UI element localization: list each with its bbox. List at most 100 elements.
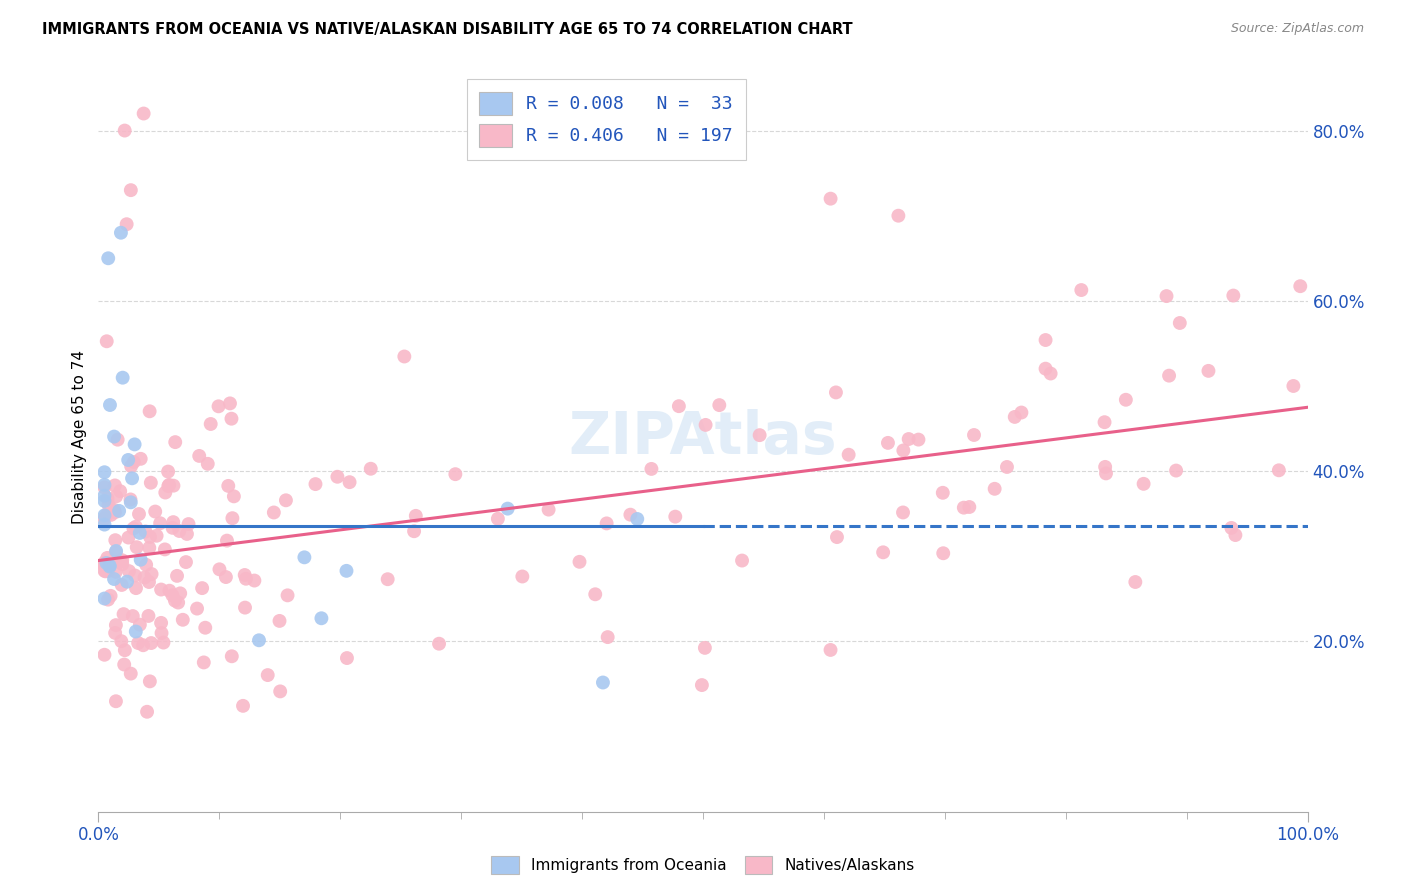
Text: ZIPAtlas: ZIPAtlas <box>568 409 838 466</box>
Point <box>995 460 1018 475</box>
Point <box>96 508 118 522</box>
Point <box>100 589 122 603</box>
Point <box>709 398 731 412</box>
Text: IMMIGRANTS FROM OCEANIA VS NATIVE/ALASKAN DISABILITY AGE 65 TO 74 CORRELATION CH: IMMIGRANTS FROM OCEANIA VS NATIVE/ALASKA… <box>42 22 853 37</box>
Point <box>953 500 976 515</box>
Point <box>188 449 211 463</box>
Point <box>963 428 986 442</box>
Point <box>1289 279 1312 293</box>
Point <box>512 569 534 583</box>
Point <box>335 564 357 578</box>
Point <box>138 404 160 418</box>
Point <box>104 533 127 548</box>
Point <box>336 651 359 665</box>
Point <box>96 556 118 570</box>
Point <box>141 636 163 650</box>
Point <box>311 611 333 625</box>
Point <box>731 553 754 567</box>
Point <box>152 635 174 649</box>
Point <box>93 465 115 479</box>
Point <box>150 626 173 640</box>
Point <box>215 570 238 584</box>
Point <box>138 574 160 589</box>
Point <box>139 674 162 689</box>
Point <box>104 545 127 559</box>
Point <box>141 567 163 582</box>
Point <box>153 542 176 557</box>
Point <box>120 666 142 681</box>
Point <box>125 581 148 595</box>
Point <box>150 582 173 597</box>
Point <box>125 540 148 554</box>
Point <box>103 572 125 586</box>
Point <box>127 636 149 650</box>
Point <box>104 565 127 579</box>
Point <box>162 478 184 492</box>
Point <box>177 517 200 532</box>
Point <box>1220 521 1243 535</box>
Point <box>139 530 162 544</box>
Point <box>176 527 198 541</box>
Point <box>98 559 121 574</box>
Point <box>897 432 920 446</box>
Point <box>105 489 128 503</box>
Point <box>1132 476 1154 491</box>
Point <box>93 556 115 570</box>
Point <box>128 525 150 540</box>
Point <box>820 643 842 657</box>
Point <box>1095 467 1118 481</box>
Point <box>117 453 139 467</box>
Point <box>893 443 915 458</box>
Point <box>568 555 591 569</box>
Point <box>191 581 214 595</box>
Point <box>105 544 128 558</box>
Point <box>143 504 166 518</box>
Point <box>108 504 131 518</box>
Point <box>872 545 894 559</box>
Point <box>124 437 146 451</box>
Point <box>104 478 127 492</box>
Point <box>222 489 245 503</box>
Point <box>232 698 254 713</box>
Point <box>664 509 686 524</box>
Point <box>112 607 135 621</box>
Point <box>104 626 127 640</box>
Point <box>1268 463 1291 477</box>
Point <box>825 385 848 400</box>
Point <box>496 501 519 516</box>
Point <box>326 469 349 483</box>
Text: Source: ZipAtlas.com: Source: ZipAtlas.com <box>1230 22 1364 36</box>
Point <box>162 588 184 602</box>
Point <box>125 519 148 533</box>
Point <box>124 568 146 582</box>
Point <box>107 433 129 447</box>
Point <box>360 461 382 475</box>
Point <box>304 477 326 491</box>
Point <box>427 637 450 651</box>
Point <box>907 433 929 447</box>
Point <box>155 485 177 500</box>
Point <box>150 615 173 630</box>
Point <box>1035 333 1057 347</box>
Point <box>695 417 717 432</box>
Point <box>128 617 150 632</box>
Point <box>96 550 118 565</box>
Point <box>1222 288 1244 302</box>
Point <box>444 467 467 482</box>
Point <box>1225 528 1247 542</box>
Point <box>93 508 115 523</box>
Point <box>122 521 145 535</box>
Point <box>129 552 152 566</box>
Point <box>215 533 238 548</box>
Point <box>117 531 139 545</box>
Point <box>104 505 127 519</box>
Point <box>97 592 120 607</box>
Point <box>93 558 115 573</box>
Point <box>93 511 115 525</box>
Point <box>134 571 156 585</box>
Point <box>820 192 842 206</box>
Point <box>114 643 136 657</box>
Point <box>162 515 184 529</box>
Point <box>103 503 125 517</box>
Point <box>132 106 155 120</box>
